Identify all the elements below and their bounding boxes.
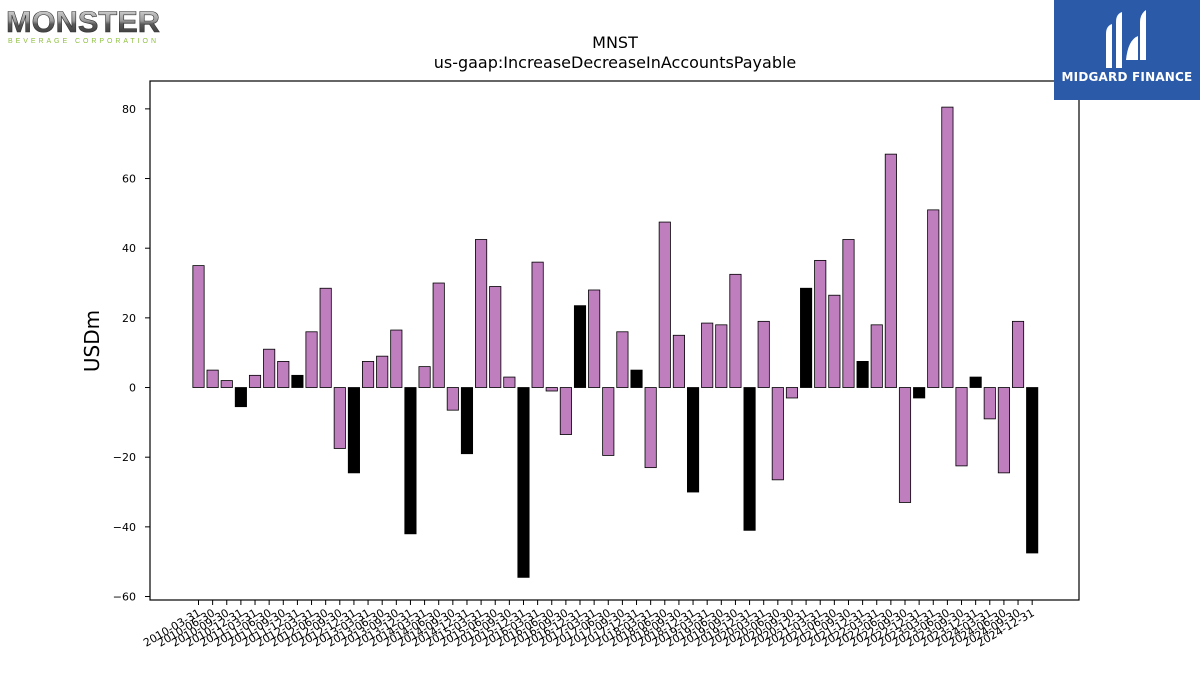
bar-2017-09-30 [616, 331, 629, 388]
bar-2021-03-31 [814, 259, 827, 388]
bars-layer [192, 106, 1039, 578]
bar-2020-06-30 [771, 387, 784, 481]
bar-2011-09-30 [277, 360, 290, 388]
bar-2018-03-31 [644, 387, 657, 469]
chart-title: MNST [592, 33, 638, 52]
bar-2010-09-30 [220, 380, 233, 388]
bar-2013-03-31 [362, 360, 375, 388]
bar-2023-03-31 [927, 209, 940, 388]
bar-2019-06-30 [715, 324, 728, 388]
bar-2011-06-30 [263, 348, 276, 388]
bar-2017-03-31 [588, 289, 601, 388]
y-tick-label: 80 [122, 103, 136, 116]
bar-2020-09-30 [785, 387, 799, 399]
bar-2022-12-31 [913, 387, 926, 399]
bar-2011-03-31 [248, 374, 262, 388]
bar-2010-03-31 [192, 265, 205, 388]
bar-2010-06-30 [206, 369, 219, 388]
bar-2019-09-30 [729, 273, 742, 388]
bar-2018-06-30 [658, 221, 671, 388]
y-tick-label: −20 [113, 451, 136, 464]
bar-2014-03-31 [418, 366, 431, 388]
y-tick-label: 40 [122, 242, 136, 255]
bar-2022-09-30 [898, 387, 912, 503]
bar-2024-06-30 [997, 387, 1010, 474]
midgard-finance-icon [1106, 10, 1146, 68]
y-ticks-layer: −60 −40 −20 0 20 40 60 80 [113, 103, 150, 604]
bar-2016-03-31 [531, 261, 544, 388]
bar-2020-03-31 [757, 320, 770, 388]
bar-2021-09-30 [842, 239, 855, 388]
bar-2018-09-30 [672, 334, 685, 388]
plot-frame [149, 80, 1080, 601]
monster-beverage-logo: MONSTER BEVERAGE CORPORATION [4, 4, 164, 46]
bar-2015-06-30 [489, 286, 502, 388]
bar-2012-03-31 [305, 331, 318, 388]
bar-2019-12-31 [743, 387, 756, 531]
midgard-finance-wordmark: MIDGARD FINANCE [1061, 70, 1193, 84]
bar-2024-12-31 [1026, 387, 1039, 554]
bar-2022-06-30 [884, 153, 897, 388]
bar-2011-12-31 [291, 374, 304, 388]
y-tick-label: 0 [129, 382, 136, 395]
bar-2017-12-31 [630, 369, 643, 388]
bar-2021-12-31 [856, 360, 869, 388]
bar-2010-12-31 [234, 387, 247, 408]
bar-2016-09-30 [559, 387, 572, 435]
bar-2013-06-30 [376, 355, 389, 388]
y-tick-label: 20 [122, 312, 136, 325]
y-tick-label: −60 [113, 591, 136, 604]
bar-2021-06-30 [828, 294, 841, 388]
bar-2012-12-31 [347, 387, 360, 474]
chart-subtitle: us-gaap:IncreaseDecreaseInAccountsPayabl… [434, 53, 797, 72]
bar-2014-06-30 [432, 282, 445, 388]
bar-2015-12-31 [517, 387, 530, 578]
bar-2023-12-31 [969, 376, 982, 388]
bar-2016-06-30 [545, 387, 558, 392]
monster-tagline: BEVERAGE CORPORATION [8, 38, 158, 45]
bar-2023-06-30 [941, 106, 954, 388]
bar-2018-12-31 [687, 387, 700, 493]
y-tick-label: −40 [113, 521, 136, 534]
bar-2013-09-30 [390, 329, 403, 388]
bar-2022-03-31 [870, 324, 883, 388]
bar-2016-12-31 [573, 305, 587, 388]
bar-2015-03-31 [475, 239, 488, 388]
bar-2023-09-30 [955, 387, 968, 467]
bar-2024-03-31 [983, 387, 996, 420]
y-tick-label: 60 [122, 173, 136, 186]
bar-2012-09-30 [333, 387, 346, 449]
y-axis-label: USDm [80, 310, 104, 372]
bar-2020-12-31 [800, 287, 813, 388]
bar-2012-06-30 [319, 287, 332, 388]
bar-2017-06-30 [602, 387, 615, 456]
bar-2013-12-31 [404, 387, 417, 535]
bar-2024-09-30 [1011, 320, 1025, 388]
bar-2014-09-30 [446, 387, 459, 411]
bar-2019-03-31 [701, 322, 714, 388]
bar-2015-09-30 [503, 376, 516, 388]
x-ticks-layer: 2010-03-312010-06-302010-09-302010-12-31… [141, 600, 1037, 650]
bar-2014-12-31 [460, 387, 474, 455]
midgard-finance-logo: MIDGARD FINANCE [1054, 0, 1200, 100]
monster-wordmark: MONSTER [6, 6, 160, 39]
